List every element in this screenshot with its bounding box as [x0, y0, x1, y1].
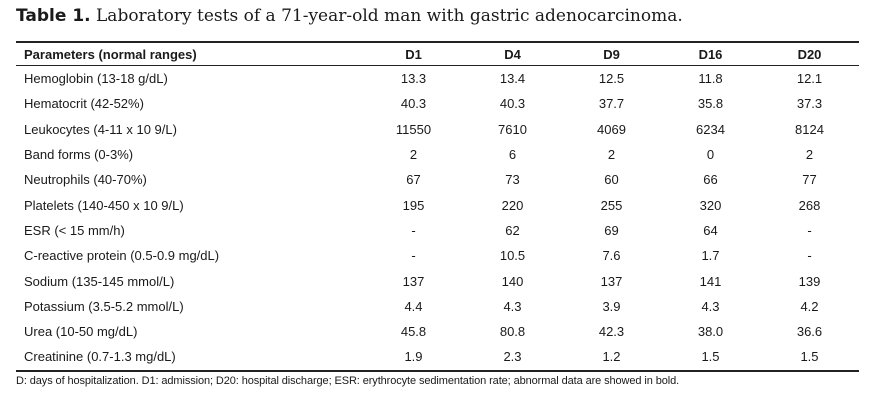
- value-cell: 1.9: [404, 349, 423, 365]
- table-row: Leukocytes (4-11 x 10 9/L) 11550 7610 4069 6…: [16, 117, 859, 142]
- table-row: Urea (10-50 mg/dL) 45.8 80.8 42.3 38.0 36.6: [16, 319, 859, 344]
- parameter-cell: Sodium (135-145 mmol/L): [24, 273, 175, 289]
- header-d4: D4: [504, 46, 521, 62]
- value-cell: -: [411, 222, 416, 238]
- caption-label: Table 1.: [16, 6, 91, 26]
- value-cell: 62: [505, 222, 520, 238]
- parameter-cell: Platelets (140-450 x 10 9/L): [24, 197, 184, 213]
- value-cell: 0: [706, 147, 715, 163]
- value-cell: 141: [699, 273, 722, 289]
- parameter-cell: Neutrophils (40-70%): [24, 172, 147, 188]
- value-cell: 37.7: [598, 96, 625, 112]
- value-cell: 195: [402, 197, 425, 213]
- value-cell: -: [411, 248, 416, 264]
- table-row: Platelets (140-450 x 10 9/L) 195 220 255 320…: [16, 192, 859, 217]
- value-cell: 73: [505, 172, 520, 188]
- value-cell: 35.8: [697, 96, 724, 112]
- table-row: C-reactive protein (0.5-0.9 mg/dL) - 10.5 7…: [16, 243, 859, 268]
- value-cell: 4.3: [503, 298, 522, 314]
- table-body: Hemoglobin (13-18 g/dL) 13.3 13.4 12.5 11.8 1…: [16, 66, 859, 371]
- table-row: Creatinine (0.7-1.3 mg/dL) 1.9 2.3 1.2 1.5 1.…: [16, 344, 859, 371]
- parameter-cell: Urea (10-50 mg/dL): [24, 324, 138, 340]
- value-cell: 80.8: [499, 324, 526, 340]
- value-cell: 3.9: [602, 298, 621, 314]
- table-row: Sodium (135-145 mmol/L) 137 140 137 141 139: [16, 268, 859, 293]
- header-d9: D9: [603, 46, 620, 62]
- value-cell: 2.3: [503, 349, 522, 365]
- value-cell: -: [807, 248, 812, 264]
- value-cell: 11.8: [698, 71, 723, 87]
- value-cell: 1.2: [602, 349, 621, 365]
- value-cell: 1.5: [701, 349, 720, 365]
- value-cell: 6: [508, 147, 517, 163]
- parameter-cell: Leukocytes (4-11 x 10 9/L): [24, 121, 177, 137]
- value-cell: 137: [402, 273, 425, 289]
- value-cell: 45.8: [400, 324, 427, 340]
- value-cell: 13.4: [499, 71, 526, 87]
- table-caption: Table 1. Laboratory tests of a 71-year-o…: [16, 6, 683, 26]
- header-parameters: Parameters (normal ranges): [24, 46, 197, 62]
- value-cell: 137: [600, 273, 623, 289]
- value-cell: 64: [703, 222, 718, 238]
- value-cell: 77: [802, 172, 817, 188]
- value-cell: 139: [798, 273, 821, 289]
- value-cell: 2: [607, 147, 616, 163]
- value-cell: 42.3: [598, 324, 625, 340]
- value-cell: 12.1: [796, 71, 823, 87]
- value-cell: 6234: [696, 121, 725, 137]
- value-cell: 38.0: [697, 324, 724, 340]
- value-cell: 268: [798, 197, 821, 213]
- value-cell: 40.3: [499, 96, 526, 112]
- parameter-cell: Hemoglobin (13-18 g/dL): [24, 71, 168, 87]
- value-cell: 255: [600, 197, 623, 213]
- value-cell: 8124: [795, 121, 824, 137]
- value-cell: 66: [703, 172, 718, 188]
- parameter-cell: C-reactive protein (0.5-0.9 mg/dL): [24, 248, 220, 264]
- caption-text: Laboratory tests of a 71-year-old man wi…: [96, 6, 683, 26]
- parameter-cell: Creatinine (0.7-1.3 mg/dL): [24, 349, 176, 365]
- value-cell: 2: [805, 147, 814, 163]
- table-row: Hematocrit (42-52%) 40.3 40.3 37.7 35.8 37.3: [16, 91, 859, 116]
- table-row: Potassium (3.5-5.2 mmol/L) 4.4 4.3 3.9 4.3 4.…: [16, 294, 859, 319]
- value-cell: 7.6: [602, 248, 621, 264]
- value-cell: 4069: [597, 121, 626, 137]
- value-cell: 10.5: [499, 248, 526, 264]
- lab-tests-table: Parameters (normal ranges) D1 D4 D9 D16 …: [16, 41, 859, 372]
- table-row: Neutrophils (40-70%) 67 73 60 66 77: [16, 167, 859, 192]
- value-cell: 140: [501, 273, 524, 289]
- value-cell: 320: [699, 197, 722, 213]
- value-cell: 1.7: [701, 248, 720, 264]
- header-d1: D1: [405, 46, 422, 62]
- value-cell: 67: [406, 172, 421, 188]
- value-cell: 40.3: [400, 96, 427, 112]
- header-row: Parameters (normal ranges) D1 D4 D9 D16 …: [16, 42, 859, 66]
- parameter-cell: ESR (< 15 mm/h): [24, 222, 125, 238]
- header-d20: D20: [797, 46, 822, 62]
- value-cell: 220: [501, 197, 524, 213]
- value-cell: 2: [409, 147, 418, 163]
- parameter-cell: Hematocrit (42-52%): [24, 96, 144, 112]
- value-cell: 7610: [498, 121, 527, 137]
- value-cell: 69: [604, 222, 619, 238]
- value-cell: 12.5: [598, 71, 625, 87]
- value-cell: 1.5: [800, 349, 819, 365]
- table-row: Hemoglobin (13-18 g/dL) 13.3 13.4 12.5 11.8 1…: [16, 66, 859, 92]
- value-cell: 60: [604, 172, 619, 188]
- parameter-cell: Potassium (3.5-5.2 mmol/L): [24, 298, 184, 314]
- value-cell: 4.4: [404, 298, 423, 314]
- table-row: ESR (< 15 mm/h) - 62 69 64 -: [16, 218, 859, 243]
- value-cell: 11550: [395, 121, 432, 137]
- value-cell: 36.6: [796, 324, 823, 340]
- value-cell: -: [807, 222, 812, 238]
- header-d16: D16: [698, 46, 723, 62]
- parameter-cell: Band forms (0-3%): [24, 147, 134, 163]
- value-cell: 13.3: [400, 71, 427, 87]
- value-cell: 4.3: [701, 298, 720, 314]
- table-row: Band forms (0-3%) 2 6 2 0 2: [16, 142, 859, 167]
- value-cell: 4.2: [800, 298, 819, 314]
- table-footnote: D: days of hospitalization. D1: admissio…: [16, 375, 680, 387]
- value-cell: 37.3: [796, 96, 823, 112]
